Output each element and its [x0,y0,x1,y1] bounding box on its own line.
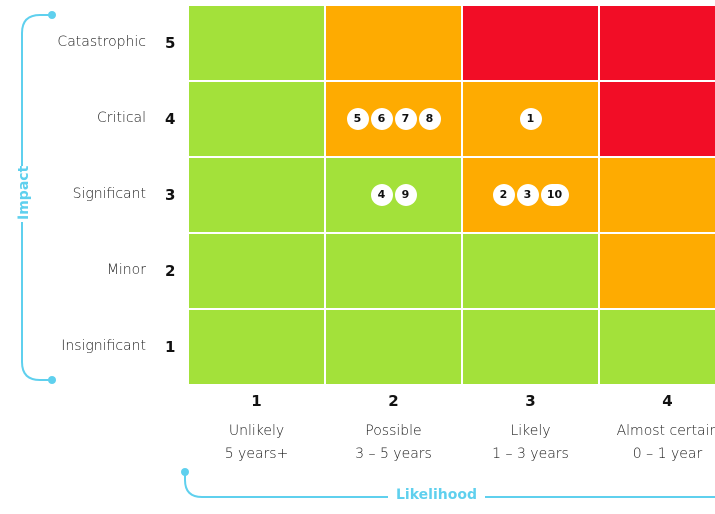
likelihood-level: 1 [251,392,262,410]
likelihood-level: 3 [525,392,536,410]
risk-cell-impact-4-likelihood-4 [599,81,715,157]
risk-cell-impact-4-likelihood-1 [188,81,325,157]
impact-level: 1 [165,338,176,356]
risk-badge: 8 [418,108,441,130]
risk-badge: 2 [492,184,515,206]
risk-cell-impact-3-likelihood-2 [325,157,462,233]
likelihood-column-label: 2 Possible 3 – 5 years [325,392,462,466]
risk-cell-impact-1-likelihood-3 [462,309,599,385]
risk-badge: 1 [519,108,542,130]
likelihood-period: 0 – 1 year [632,446,703,462]
likelihood-period: 3 – 5 years [355,446,432,462]
risk-cell-impact-1-likelihood-2 [325,309,462,385]
risk-cell-impact-5-likelihood-2 [325,5,462,81]
impact-level: 2 [165,262,176,280]
impact-level: 3 [165,186,176,204]
risk-badge: 9 [394,184,417,206]
risk-cell-impact-5-likelihood-1 [188,5,325,81]
risk-badge: 7 [394,108,417,130]
risk-cell-impact-2-likelihood-1 [188,233,325,309]
impact-label: Minor [106,262,146,278]
risk-badge: 6 [370,108,393,130]
risk-cell-impact-4-likelihood-2 [325,81,462,157]
likelihood-period: 1 – 3 years [492,446,569,462]
risk-cell-impact-3-likelihood-1 [188,157,325,233]
likelihood-axis-bracket [181,468,715,498]
risk-cell-impact-3-likelihood-4 [599,157,715,233]
risk-cell-impact-2-likelihood-2 [325,233,462,309]
risk-cell-impact-5-likelihood-4 [599,5,715,81]
risk-badge: 3 [516,184,539,206]
likelihood-label: Almost certain [616,423,715,439]
risk-cell-impact-2-likelihood-3 [462,233,599,309]
risk-cell-impact-1-likelihood-4 [599,309,715,385]
likelihood-period: 5 years+ [224,446,289,462]
impact-level: 5 [165,34,176,52]
likelihood-axis-title: Likelihood [388,487,485,503]
likelihood-label: Possible [365,423,422,439]
risk-badge: 10 [540,184,569,206]
likelihood-level: 4 [662,392,673,410]
risk-cell-impact-5-likelihood-3 [462,5,599,81]
likelihood-column-label: 3 Likely 1 – 3 years [462,392,599,466]
impact-label: Significant [72,186,146,202]
risk-badge: 5 [346,108,369,130]
impact-label: Critical [97,110,146,126]
impact-label: Catastrophic [57,34,146,50]
likelihood-label: Unlikely [228,423,285,439]
likelihood-column-label: 4 Almost certain 0 – 1 year [599,392,715,466]
risk-cell-impact-1-likelihood-1 [188,309,325,385]
risk-badge: 4 [370,184,393,206]
likelihood-column-label: 1 Unlikely 5 years+ [188,392,325,466]
impact-label: Insignificant [61,338,146,354]
risk-cell-impact-4-likelihood-3 [462,81,599,157]
likelihood-level: 2 [388,392,399,410]
impact-level: 4 [165,110,176,128]
risk-cell-impact-2-likelihood-4 [599,233,715,309]
likelihood-label: Likely [510,423,551,439]
